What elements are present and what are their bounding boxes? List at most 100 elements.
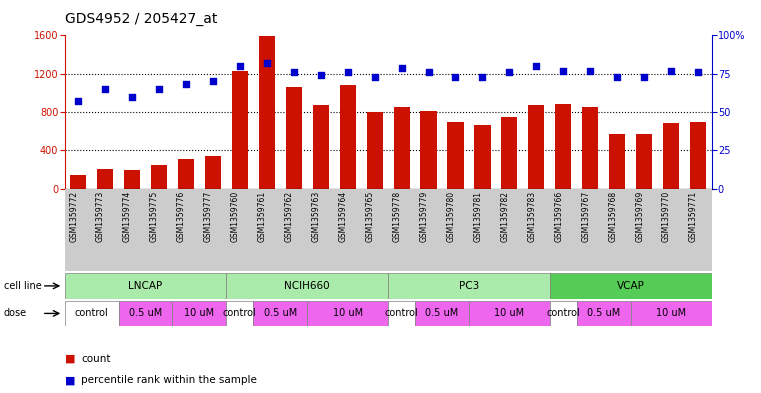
Text: GSM1359761: GSM1359761 — [258, 191, 267, 242]
Bar — [151, 165, 167, 189]
Text: GSM1359777: GSM1359777 — [204, 191, 213, 242]
Bar — [528, 105, 544, 189]
Point — [99, 86, 111, 92]
Bar — [119, 301, 173, 326]
Point — [557, 68, 569, 74]
Text: count: count — [81, 354, 111, 364]
Point — [368, 73, 380, 80]
Text: cell line: cell line — [4, 281, 42, 291]
Text: NCIH660: NCIH660 — [285, 281, 330, 291]
Point — [342, 69, 354, 75]
Bar — [65, 301, 119, 326]
Text: GSM1359775: GSM1359775 — [150, 191, 159, 242]
Bar — [501, 117, 517, 189]
Point — [503, 69, 515, 75]
Bar — [421, 111, 437, 189]
Text: dose: dose — [4, 309, 27, 318]
Bar — [124, 171, 140, 189]
Point — [611, 73, 623, 80]
Text: 10 uM: 10 uM — [184, 309, 215, 318]
Point — [396, 64, 408, 71]
Bar — [474, 125, 491, 189]
Text: ■: ■ — [65, 375, 75, 385]
Text: GSM1359772: GSM1359772 — [69, 191, 78, 242]
Text: GSM1359780: GSM1359780 — [447, 191, 456, 242]
Bar — [636, 134, 652, 189]
Text: GSM1359782: GSM1359782 — [501, 191, 509, 242]
Bar — [232, 71, 248, 189]
Text: GSM1359766: GSM1359766 — [554, 191, 563, 242]
Point — [153, 86, 165, 92]
Text: control: control — [546, 309, 580, 318]
Text: control: control — [75, 309, 109, 318]
Point — [692, 69, 704, 75]
Point — [207, 78, 219, 84]
Text: control: control — [223, 309, 256, 318]
Text: GSM1359778: GSM1359778 — [393, 191, 402, 242]
Point — [126, 94, 139, 100]
Bar — [227, 273, 388, 299]
Text: GSM1359764: GSM1359764 — [339, 191, 348, 242]
Bar — [178, 159, 194, 189]
Bar — [388, 301, 415, 326]
Text: LNCAP: LNCAP — [129, 281, 163, 291]
Text: GSM1359783: GSM1359783 — [527, 191, 537, 242]
Text: GSM1359768: GSM1359768 — [608, 191, 617, 242]
Bar — [227, 301, 253, 326]
Text: GSM1359760: GSM1359760 — [231, 191, 240, 242]
Bar — [415, 301, 469, 326]
Bar — [205, 156, 221, 189]
Text: GSM1359779: GSM1359779 — [419, 191, 428, 242]
Bar — [388, 273, 550, 299]
Text: control: control — [385, 309, 419, 318]
Text: GSM1359776: GSM1359776 — [177, 191, 186, 242]
Text: percentile rank within the sample: percentile rank within the sample — [81, 375, 257, 385]
Bar — [70, 175, 86, 189]
Text: GSM1359769: GSM1359769 — [635, 191, 644, 242]
Text: GSM1359763: GSM1359763 — [312, 191, 320, 242]
Bar — [550, 301, 577, 326]
Point — [288, 69, 300, 75]
Bar — [285, 87, 302, 189]
Point — [665, 68, 677, 74]
Point — [422, 69, 435, 75]
Text: GSM1359771: GSM1359771 — [689, 191, 698, 242]
Point — [584, 68, 597, 74]
Text: GSM1359762: GSM1359762 — [285, 191, 294, 242]
Bar — [339, 85, 356, 189]
Text: GSM1359774: GSM1359774 — [123, 191, 132, 242]
Bar — [367, 112, 383, 189]
Text: 0.5 uM: 0.5 uM — [587, 309, 620, 318]
Text: GSM1359770: GSM1359770 — [662, 191, 671, 242]
Point — [450, 73, 462, 80]
Text: 10 uM: 10 uM — [656, 309, 686, 318]
Point — [530, 63, 543, 69]
Text: VCAP: VCAP — [616, 281, 645, 291]
Point — [72, 98, 84, 105]
Point — [234, 63, 246, 69]
Bar — [97, 169, 113, 189]
Text: ■: ■ — [65, 354, 75, 364]
Text: GSM1359773: GSM1359773 — [96, 191, 105, 242]
Text: 0.5 uM: 0.5 uM — [425, 309, 459, 318]
Bar — [313, 105, 329, 189]
Point — [314, 72, 326, 78]
Bar — [609, 134, 626, 189]
Bar — [469, 301, 550, 326]
Bar — [582, 107, 598, 189]
Text: GDS4952 / 205427_at: GDS4952 / 205427_at — [65, 12, 217, 26]
Text: GSM1359765: GSM1359765 — [365, 191, 374, 242]
Bar — [631, 301, 712, 326]
Point — [261, 60, 273, 66]
Bar — [663, 123, 679, 189]
Text: GSM1359781: GSM1359781 — [473, 191, 482, 242]
Text: GSM1359767: GSM1359767 — [581, 191, 591, 242]
Text: 0.5 uM: 0.5 uM — [263, 309, 297, 318]
Text: 10 uM: 10 uM — [495, 309, 524, 318]
Bar — [550, 273, 712, 299]
Bar — [393, 107, 409, 189]
Bar — [173, 301, 227, 326]
Bar — [447, 121, 463, 189]
Bar — [259, 36, 275, 189]
Point — [180, 81, 192, 88]
